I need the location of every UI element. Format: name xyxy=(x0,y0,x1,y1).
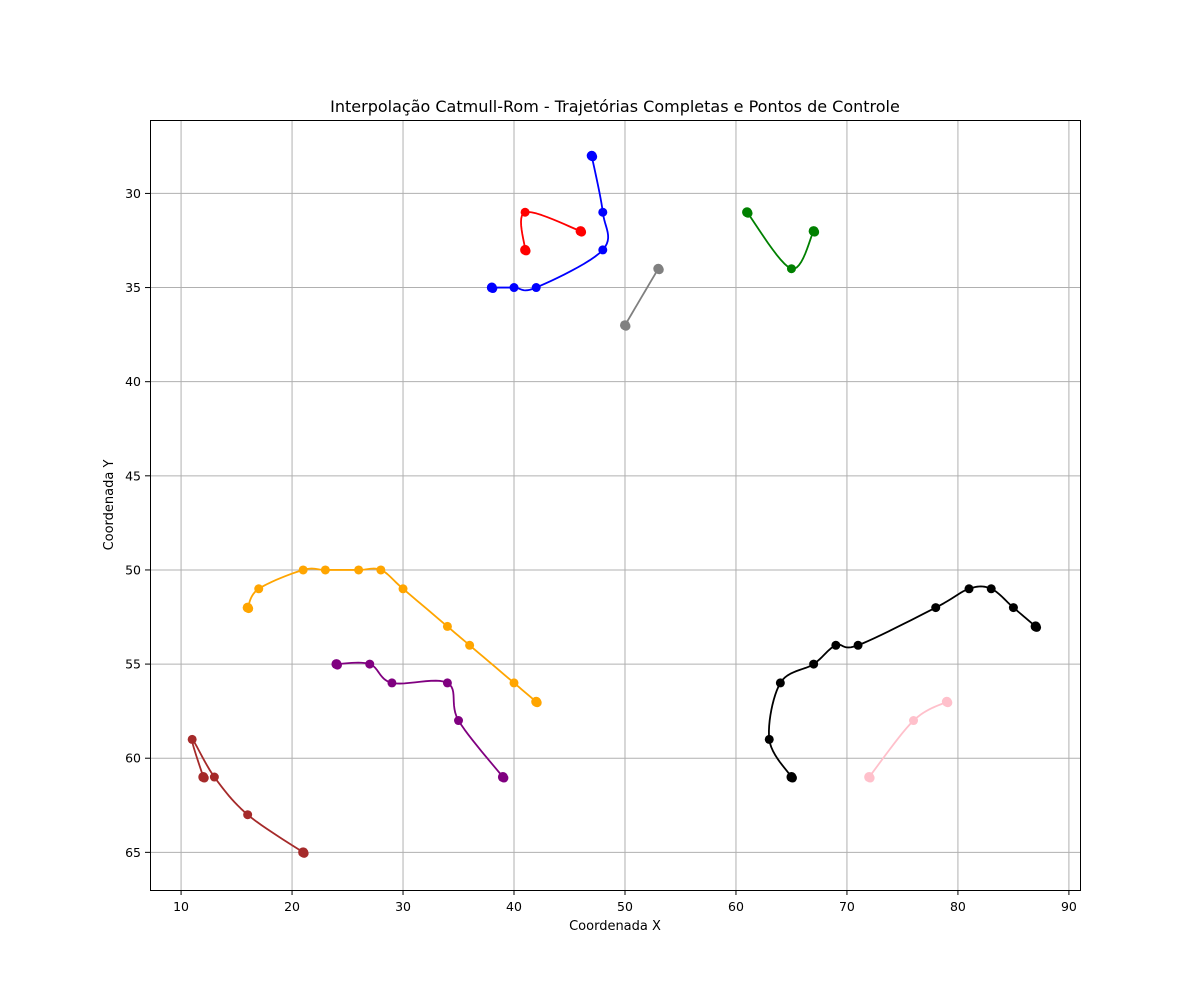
endpoint-marker-overlay xyxy=(521,246,531,256)
x-tick-label: 60 xyxy=(728,899,744,914)
y-tick-label: 50 xyxy=(125,562,141,577)
control-point xyxy=(442,621,452,631)
control-point xyxy=(775,678,785,688)
trajectory-5 xyxy=(242,565,542,708)
ticks-layer: 10 20 30 40 50 60 70 80 90 30 35 40 45 50 55 60 65 xyxy=(125,186,1077,914)
endpoint-marker-overlay xyxy=(577,227,587,237)
x-axis-label: Coordenada X xyxy=(569,919,661,934)
control-point xyxy=(909,716,919,726)
x-tick-label: 10 xyxy=(173,899,189,914)
endpoint-marker-overlay xyxy=(654,265,664,275)
endpoint-marker-overlay xyxy=(743,208,753,218)
endpoint-marker-overlay xyxy=(865,773,875,783)
control-point xyxy=(243,810,253,820)
endpoint-marker-overlay xyxy=(199,773,209,783)
endpoint-marker-overlay xyxy=(621,321,631,331)
endpoint-marker-overlay xyxy=(532,698,542,708)
endpoint-marker-overlay xyxy=(787,773,797,783)
trajectory-curve xyxy=(520,211,581,250)
trajectory-curve xyxy=(746,211,815,270)
y-tick-label: 55 xyxy=(125,657,141,672)
trajectory-6 xyxy=(331,659,509,783)
control-point xyxy=(509,283,519,293)
control-point xyxy=(520,207,530,217)
control-point xyxy=(454,716,464,726)
control-point xyxy=(398,584,408,594)
trajectory-1 xyxy=(520,207,587,256)
control-point xyxy=(986,584,996,594)
x-tick-label: 30 xyxy=(395,899,411,914)
control-point xyxy=(1008,603,1018,613)
control-point xyxy=(598,245,608,255)
y-tick-label: 35 xyxy=(125,280,141,295)
trajectory-8 xyxy=(764,584,1042,783)
endpoint-marker-overlay xyxy=(332,660,342,670)
control-point xyxy=(442,678,452,688)
control-point xyxy=(598,207,608,217)
control-point xyxy=(187,734,197,744)
control-point xyxy=(531,283,541,293)
y-tick-label: 60 xyxy=(125,751,141,766)
endpoint-marker-overlay xyxy=(810,227,820,237)
y-tick-label: 45 xyxy=(125,468,141,483)
chart-title: Interpolação Catmull-Rom - Trajetórias C… xyxy=(330,97,900,116)
control-point xyxy=(931,603,941,613)
x-tick-label: 50 xyxy=(617,899,633,914)
trajectory-2 xyxy=(486,150,610,294)
endpoint-marker-overlay xyxy=(299,848,309,858)
control-point xyxy=(786,264,796,274)
x-tick-label: 80 xyxy=(950,899,966,914)
control-point xyxy=(387,678,397,688)
trajectory-7 xyxy=(187,734,309,858)
control-point xyxy=(853,640,863,650)
trajectory-9 xyxy=(864,696,953,783)
plot-frame xyxy=(150,120,1081,891)
control-point xyxy=(764,734,774,744)
endpoint-marker-overlay xyxy=(588,152,598,162)
x-tick-label: 90 xyxy=(1061,899,1077,914)
control-point xyxy=(254,584,264,594)
control-point xyxy=(831,640,841,650)
control-point xyxy=(298,565,308,575)
control-point xyxy=(509,678,519,688)
grid-layer xyxy=(150,120,1080,890)
trajectory-3 xyxy=(619,263,664,331)
trajectory-4 xyxy=(742,207,820,274)
x-tick-label: 20 xyxy=(284,899,300,914)
trajectory-curve xyxy=(624,268,660,326)
series-layer xyxy=(187,150,1042,858)
control-point xyxy=(964,584,974,594)
trajectory-curve xyxy=(191,738,304,854)
endpoint-marker-overlay xyxy=(244,604,254,614)
endpoint-marker-overlay xyxy=(499,773,509,783)
y-tick-label: 30 xyxy=(125,186,141,201)
y-tick-label: 65 xyxy=(125,845,141,860)
control-point xyxy=(465,640,475,650)
control-point xyxy=(809,659,819,669)
control-point xyxy=(209,772,219,782)
y-tick-label: 40 xyxy=(125,374,141,389)
x-tick-label: 40 xyxy=(506,899,522,914)
control-point xyxy=(365,659,375,669)
endpoint-marker-overlay xyxy=(488,284,498,294)
y-axis-label: Coordenada Y xyxy=(102,460,117,551)
endpoint-marker-overlay xyxy=(943,698,953,708)
control-point xyxy=(320,565,330,575)
endpoint-marker-overlay xyxy=(1032,622,1042,632)
trajectory-curve xyxy=(336,661,504,778)
trajectory-curve xyxy=(491,155,610,292)
x-tick-label: 70 xyxy=(839,899,855,914)
trajectory-curve xyxy=(768,585,1037,778)
control-point xyxy=(354,565,364,575)
trajectory-curve xyxy=(868,700,948,778)
control-point xyxy=(376,565,386,575)
